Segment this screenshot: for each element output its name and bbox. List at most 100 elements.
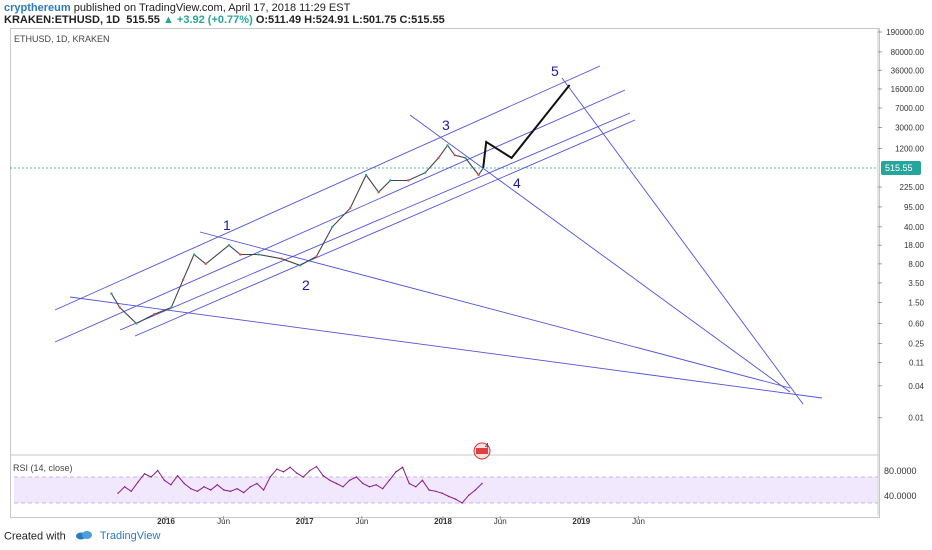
rsi-point-34 [342, 486, 344, 488]
time-tick-label-0: 2016 [157, 517, 175, 526]
price-tick-label-0: 190000.00 [886, 28, 924, 37]
rsi-point-5 [150, 476, 152, 478]
price-tag [881, 161, 921, 175]
price-point-25 [477, 173, 480, 177]
price-point-23 [453, 153, 456, 157]
rsi-point-22 [262, 489, 265, 491]
ohlc-values: O:511.49 H:524.91 L:501.75 C:515.55 [255, 14, 445, 26]
chart-frame[interactable] [10, 28, 880, 518]
publish-line: crypthereum published on TradingView.com… [4, 2, 350, 14]
price-point-2 [135, 322, 138, 325]
price-tick-label-8: 225.00 [900, 183, 925, 192]
rsi-point-45 [415, 486, 417, 488]
time-tick-label-4: 2018 [434, 517, 452, 526]
footer-created: Created with [4, 530, 66, 543]
fan-line-2 [199, 231, 791, 389]
rsi-point-10 [183, 482, 185, 485]
price-point-5 [181, 278, 185, 282]
wave-labels: 1 2 3 4 5 [223, 63, 559, 293]
price-point-16 [364, 173, 368, 177]
footer-brand-link[interactable]: TradingView [99, 530, 161, 543]
channel-inner-1 [119, 112, 631, 331]
rsi-point-48 [434, 490, 437, 492]
rsi-point-52 [461, 502, 463, 504]
price-tick-label-1: 80000.00 [891, 48, 925, 57]
ohlc-line: KRAKEN:ETHUSD, 1D 515.55 ▲ +3.92 (+0.77%… [4, 14, 445, 26]
rsi-point-1 [123, 486, 126, 488]
price-tick-label-10: 40.00 [904, 223, 925, 232]
rsi-point-35 [348, 479, 351, 481]
event-flag-icon[interactable]: 4 [473, 442, 491, 460]
rsi-point-2 [130, 490, 132, 492]
rsi-series-group [117, 465, 483, 504]
price-tick-label-2: 36000.00 [891, 66, 925, 75]
price-point-21 [437, 156, 440, 160]
rsi-point-54 [474, 489, 477, 491]
rsi-point-3 [137, 481, 139, 483]
price-tick-label-9: 95.00 [904, 203, 925, 212]
time-tick-label-7: Jun [632, 517, 645, 526]
rsi-point-38 [368, 486, 371, 488]
price-point-4 [170, 306, 173, 309]
price-tick-label-12: 8.00 [908, 260, 924, 269]
price-point-20 [423, 171, 427, 174]
rsi-point-37 [362, 482, 364, 485]
rsi-point-39 [375, 484, 377, 486]
channel-lower [54, 89, 626, 343]
chart-symbol-label: ETHUSD, 1D, KRAKEN [14, 34, 110, 44]
price-point-9 [239, 253, 242, 256]
rsi-point-46 [421, 479, 424, 481]
price-point-10 [257, 253, 260, 256]
price-tick-label-17: 0.11 [909, 359, 925, 368]
rsi-point-7 [163, 479, 166, 481]
rsi-point-4 [143, 473, 146, 475]
symbol: KRAKEN:ETHUSD, 1D [4, 14, 121, 26]
rsi-point-24 [276, 468, 278, 470]
rsi-point-14 [209, 489, 212, 491]
projection-line [482, 84, 571, 168]
rsi-point-9 [176, 475, 179, 477]
wave-label-3: 3 [442, 117, 450, 133]
rsi-point-20 [249, 486, 252, 488]
footer: Created with TradingView [4, 530, 160, 543]
rsi-point-23 [269, 476, 271, 478]
time-tick-label-5: Jun [494, 517, 507, 526]
price-point-14 [331, 225, 334, 229]
time-tick-label-3: Jun [355, 517, 368, 526]
price-point-13 [315, 255, 318, 258]
wave-label-4: 4 [513, 175, 521, 191]
price-point-7 [204, 262, 207, 266]
rsi-point-41 [388, 479, 391, 481]
rsi-point-13 [203, 486, 205, 488]
price-series-group [110, 144, 485, 325]
rsi-point-18 [236, 488, 238, 490]
price-tick-label-6: 1200.00 [895, 145, 924, 154]
rsi-point-49 [441, 492, 443, 494]
price-point-12 [298, 264, 302, 267]
rsi-label: RSI (14, close) [13, 463, 73, 473]
price-tick-label-14: 1.50 [908, 298, 924, 307]
price-point-24 [464, 156, 467, 160]
price-tick-label-4: 7000.00 [895, 104, 924, 113]
rsi-point-51 [454, 498, 457, 500]
rsi-point-40 [382, 488, 384, 490]
rsi-point-42 [395, 471, 397, 473]
published-text: published on TradingView.com, April 17, … [70, 2, 351, 14]
rsi-level-40: 40.0000 [884, 491, 917, 501]
price-point-0 [110, 292, 113, 295]
author-link[interactable]: crypthereum [4, 2, 71, 14]
channel-upper [54, 65, 601, 311]
rsi-point-32 [329, 479, 331, 481]
price-tick-label-16: 0.25 [908, 340, 924, 349]
rsi-point-50 [448, 495, 450, 498]
fan-line-1 [69, 296, 823, 399]
rsi-point-19 [243, 491, 245, 494]
rsi-point-6 [157, 469, 159, 472]
wave-label-2: 2 [302, 277, 310, 293]
price-point-22 [446, 144, 449, 147]
price-tick-label-19: 0.01 [908, 414, 924, 423]
last-price: 515.55 [126, 14, 160, 26]
price-point-11 [280, 257, 283, 260]
rsi-point-36 [355, 476, 357, 478]
